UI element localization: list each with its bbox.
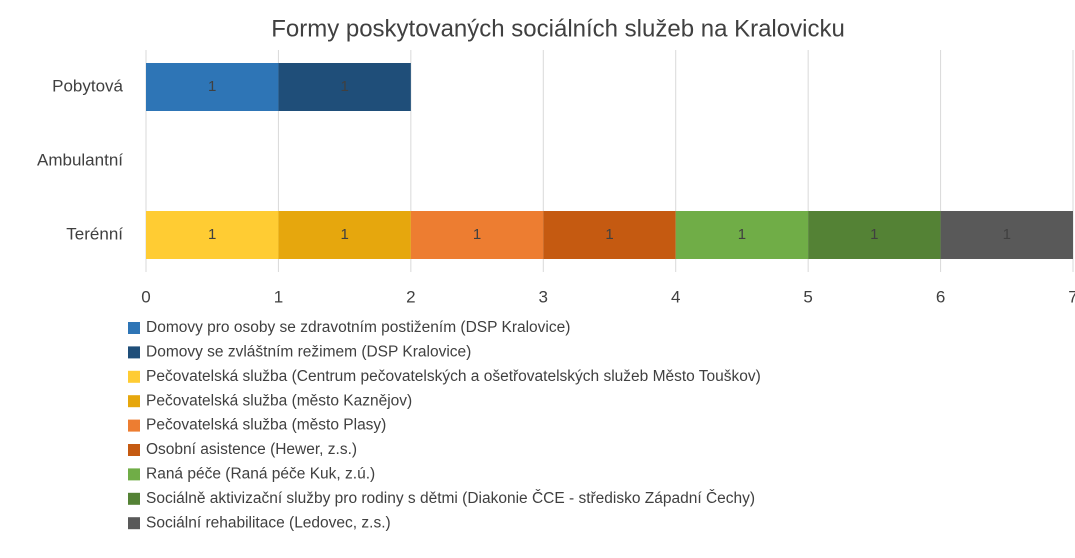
chart-title: Formy poskytovaných sociálních služeb na…	[271, 15, 845, 42]
data-label: 1	[473, 226, 481, 243]
legend-label: Osobní asistence (Hewer, z.s.)	[146, 441, 357, 458]
data-label: 1	[738, 226, 746, 243]
x-tick-label: 4	[671, 287, 680, 306]
legend-label: Pečovatelská služba (město Plasy)	[146, 417, 386, 434]
data-label: 1	[1003, 226, 1011, 243]
x-tick-label: 2	[406, 287, 415, 306]
legend-label: Raná péče (Raná péče Kuk, z.ú.)	[146, 465, 375, 482]
y-tick-label: Pobytová	[52, 76, 123, 95]
legend-swatch	[128, 517, 140, 530]
data-label: 1	[340, 226, 348, 243]
x-tick-label: 0	[141, 287, 150, 306]
x-tick-label: 5	[803, 287, 812, 306]
y-tick-label: Ambulantní	[37, 150, 123, 169]
legend-label: Domovy se zvláštním režimem (DSP Kralovi…	[146, 343, 471, 360]
legend-swatch	[128, 492, 140, 505]
bar	[940, 211, 1073, 259]
legend-swatch	[128, 444, 140, 456]
data-label: 1	[208, 78, 216, 95]
legend-swatch	[128, 346, 140, 359]
legend-label: Sociálně aktivizační služby pro rodiny s…	[146, 490, 755, 507]
bar	[410, 211, 544, 259]
data-label: 1	[870, 226, 878, 243]
legend-swatch	[128, 419, 140, 432]
x-tick-label: 6	[936, 287, 945, 306]
legend-swatch	[128, 468, 140, 481]
legend-swatch	[128, 395, 140, 408]
bar	[146, 211, 279, 259]
data-label: 1	[340, 78, 348, 95]
y-tick-label: Terénní	[66, 224, 123, 243]
legend-swatch	[128, 322, 140, 334]
bar	[146, 63, 279, 111]
data-label: 1	[605, 226, 613, 243]
legend-label: Sociální rehabilitace (Ledovec, z.s.)	[146, 514, 391, 531]
x-tick-label: 7	[1068, 287, 1075, 306]
bar	[278, 211, 411, 259]
legend-swatch	[128, 370, 140, 383]
x-tick-label: 3	[539, 287, 548, 306]
bar	[808, 211, 941, 259]
bar	[675, 211, 809, 259]
legend-label: Pečovatelská služba (město Kaznějov)	[146, 392, 412, 409]
bar	[278, 63, 411, 111]
legend-label: Pečovatelská služba (Centrum pečovatelsk…	[146, 368, 761, 385]
data-label: 1	[208, 226, 216, 243]
legend-label: Domovy pro osoby se zdravotním postižení…	[146, 319, 570, 336]
x-tick-label: 1	[274, 287, 283, 306]
bar	[543, 211, 676, 259]
